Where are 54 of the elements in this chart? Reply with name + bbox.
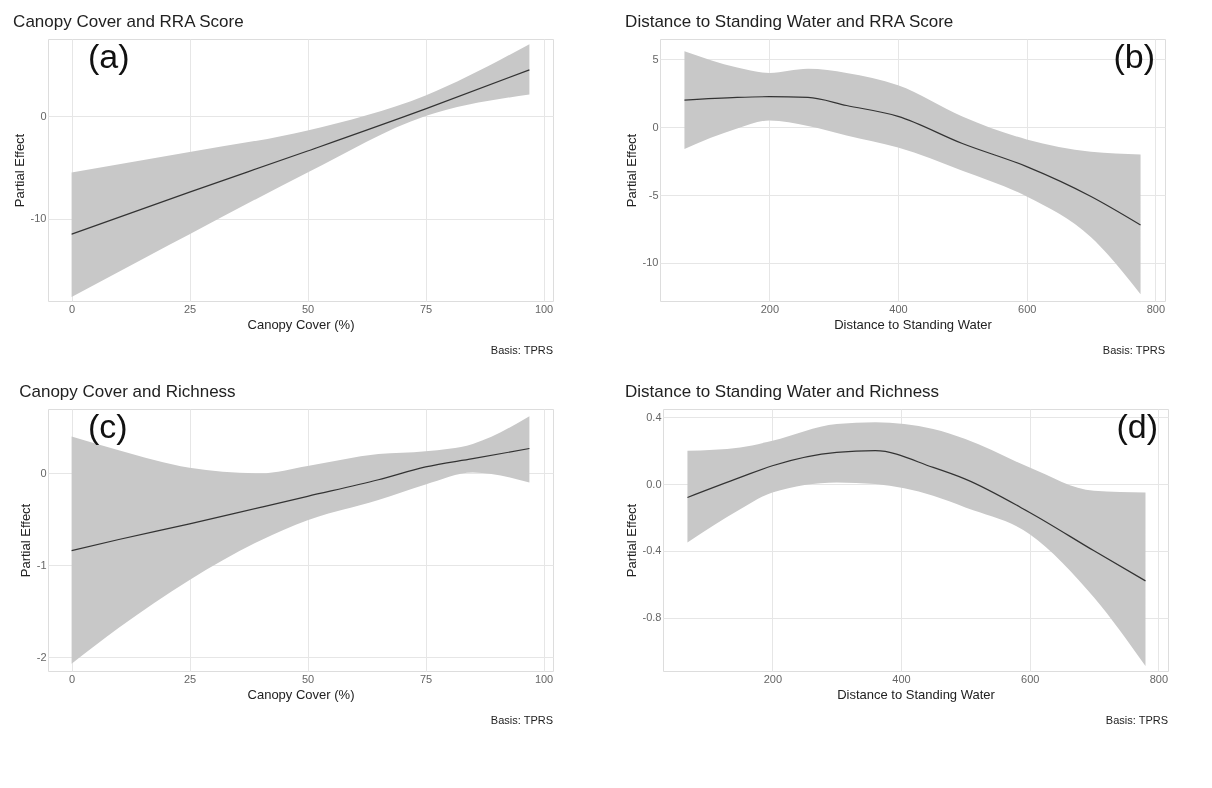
y-tick-label: 0 (652, 120, 659, 133)
y-tick-label: -0.4 (642, 544, 662, 557)
y-tick-label: 0.4 (646, 410, 662, 423)
x-tick-label: 75 (419, 302, 433, 315)
y-tick-label: 5 (652, 52, 659, 65)
y-tick-label: -1 (36, 558, 47, 571)
y-tick-label: -5 (648, 188, 659, 201)
x-tick-label: 75 (419, 672, 433, 685)
x-tick-label: 100 (534, 302, 554, 315)
x-tick-label: 25 (183, 302, 197, 315)
x-tick-label: 50 (301, 302, 315, 315)
chart-title: Canopy Cover and RRA Score (13, 12, 244, 31)
x-tick-label: 400 (889, 302, 908, 315)
x-tick-label: 400 (892, 672, 911, 685)
chart-title: Distance to Standing Water and Richness (625, 382, 940, 401)
line-series (686, 450, 1147, 582)
line-series (71, 447, 530, 552)
y-axis-title: Partial Effect (623, 503, 639, 578)
x-tick-label: 50 (301, 672, 315, 685)
x-tick-label: 600 (1018, 302, 1037, 315)
x-axis-title: Distance to Standing Water (837, 686, 996, 702)
x-tick-label: 25 (183, 672, 197, 685)
x-tick-label: 0 (69, 672, 76, 685)
x-tick-label: 200 (763, 672, 783, 685)
annotation: (d) (1116, 407, 1158, 445)
annotation: (b) (1113, 37, 1155, 75)
y-tick-label: 0 (40, 466, 47, 479)
text: Basis: TPRS (1102, 344, 1165, 356)
y-axis-title: Partial Effect (623, 133, 639, 208)
chart-title: Distance to Standing Water and RRA Score (625, 12, 954, 31)
x-axis-title: Canopy Cover (%) (247, 316, 355, 332)
y-tick-label: 0 (40, 109, 47, 122)
x-axis-title: Canopy Cover (%) (247, 686, 355, 702)
y-tick-label: -10 (642, 256, 659, 269)
y-tick-label: -0.8 (642, 611, 662, 624)
line-series (683, 96, 1142, 226)
y-tick-label: -2 (36, 650, 47, 663)
text: Basis: TPRS (490, 344, 553, 356)
y-tick-label: 0.0 (646, 477, 662, 490)
x-axis-title: Distance to Standing Water (834, 316, 993, 332)
x-tick-label: 0 (69, 302, 76, 315)
x-tick-label: 800 (1146, 302, 1166, 315)
y-axis-title: Partial Effect (17, 503, 33, 578)
x-tick-label: 800 (1149, 672, 1169, 685)
chart-title: Canopy Cover and Richness (19, 382, 236, 401)
x-tick-label: 600 (1021, 672, 1040, 685)
text: Basis: TPRS (1105, 714, 1168, 726)
text: Basis: TPRS (490, 714, 553, 726)
x-tick-label: 200 (760, 302, 780, 315)
annotation: (a) (88, 37, 130, 75)
annotation: (c) (88, 407, 128, 445)
y-axis-title: Partial Effect (11, 133, 27, 208)
y-tick-label: -10 (30, 212, 47, 225)
x-tick-label: 100 (534, 672, 554, 685)
